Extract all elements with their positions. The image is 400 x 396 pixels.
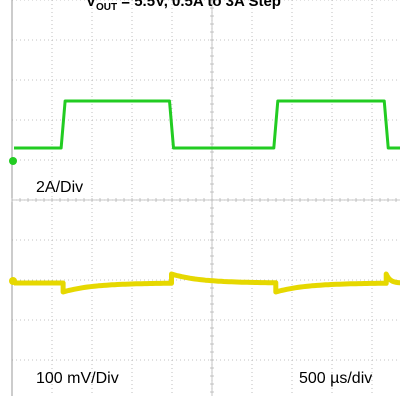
current-trace — [14, 99, 400, 150]
title-subscript: OUT — [96, 2, 117, 13]
chart-title: VOUT = 5.5V, 0.5A to 3A Step — [86, 0, 281, 13]
current-channel-marker — [9, 157, 17, 165]
voltage-channel-marker — [9, 277, 17, 285]
title-rest: = 5.5V, 0.5A to 3A Step — [117, 0, 281, 10]
title-v: V — [86, 0, 96, 10]
scope-grid — [11, 0, 400, 396]
time-scale-label: 500 µs/div — [299, 370, 372, 387]
voltage-scale-label: 100 mV/Div — [36, 370, 119, 387]
scope-center-axes — [11, 0, 400, 396]
voltage-trace — [14, 271, 400, 295]
current-scale-label: 2A/Div — [36, 179, 83, 196]
